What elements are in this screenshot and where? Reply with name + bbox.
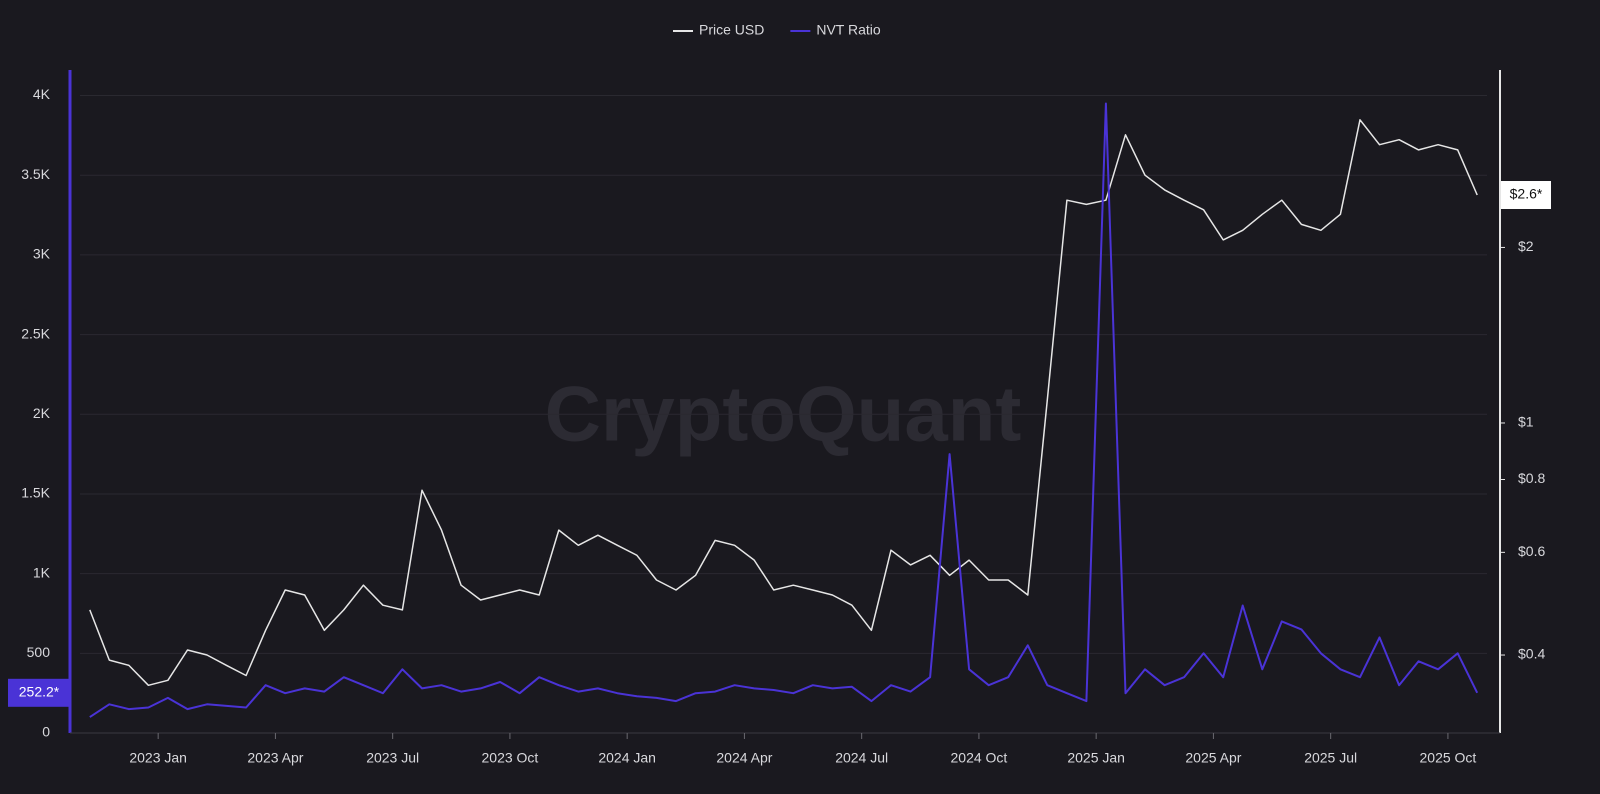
tag-box [1501, 181, 1551, 210]
tag-label: $2.6* [1510, 186, 1543, 202]
last-value-tag: 252.2* [8, 678, 70, 707]
y-tick-label: 2.5K [21, 325, 50, 341]
series-line [89, 102, 1479, 718]
y-tick-label: 2K [33, 405, 51, 421]
y-tick-label: 4K [33, 86, 51, 102]
legend-label: NVT Ratio [816, 22, 881, 38]
series-line [89, 119, 1478, 687]
x-tick-label: 2025 Jan [1067, 750, 1125, 766]
y-tick-label: 1.5K [21, 485, 50, 501]
y-tick-label: 1K [33, 564, 51, 580]
x-tick-label: 2025 Jul [1304, 750, 1357, 766]
watermark: CryptoQuant [545, 370, 1022, 458]
x-tick-label: 2023 Jul [366, 750, 419, 766]
tag-box [8, 678, 70, 707]
x-tick-label: 2024 Jan [598, 750, 656, 766]
y2-tick-label: $2 [1518, 238, 1534, 254]
y-tick-label: 3K [33, 246, 51, 262]
x-tick-label: 2024 Apr [716, 750, 772, 766]
last-value-tag: $2.6* [1501, 181, 1551, 210]
y2-tick-label: $0.8 [1518, 470, 1545, 486]
x-tick-label: 2023 Apr [247, 750, 303, 766]
x-tick-label: 2024 Jul [835, 750, 888, 766]
y-tick-label: 500 [27, 644, 51, 660]
y2-tick-label: $1 [1518, 414, 1534, 430]
x-tick-label: 2023 Oct [482, 750, 539, 766]
y-tick-label: 0 [42, 724, 50, 740]
y2-tick-label: $0.4 [1518, 646, 1545, 662]
y-tick-label: 3.5K [21, 166, 50, 182]
x-tick-label: 2024 Oct [951, 750, 1008, 766]
x-tick-label: 2025 Oct [1420, 750, 1477, 766]
y2-tick-label: $0.6 [1518, 543, 1545, 559]
x-tick-label: 2025 Apr [1185, 750, 1241, 766]
tag-label: 252.2* [19, 684, 60, 700]
x-tick-label: 2023 Jan [129, 750, 187, 766]
legend-label: Price USD [699, 22, 764, 38]
